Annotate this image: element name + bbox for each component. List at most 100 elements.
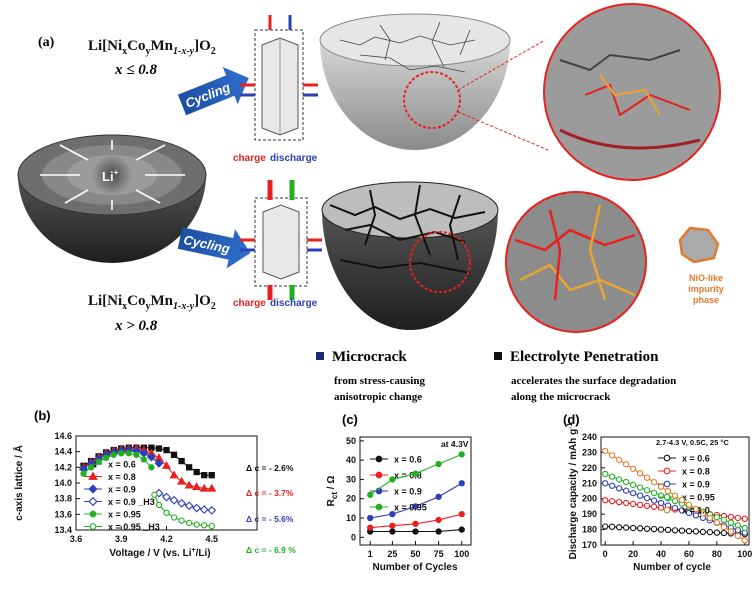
marker [616,498,623,506]
marker [193,468,200,476]
unit-cell [240,15,318,141]
li-label: Li+ [102,168,119,184]
note-text: along the microcrack [511,391,611,403]
legend-label: x = 0.9 [682,480,710,490]
marker [678,527,686,534]
marker [685,509,693,517]
marker [650,489,658,497]
marker [177,498,186,508]
marker [727,528,734,535]
marker [154,488,164,498]
discharge-label: discharge [270,298,318,309]
charge-label: charge [233,298,266,309]
y-tick-label: 13.6 [54,509,72,519]
unit-cell [240,180,322,300]
x-axis-label: Voltage / V (vs. Li+/Li) [109,547,210,559]
marker [458,526,465,533]
y-tick-label: 13.8 [54,494,72,504]
marker [622,461,630,468]
marker [692,505,700,513]
x-tick-label: 60 [684,549,694,559]
marker [616,456,623,463]
legend-label: x = 0.6 [108,460,136,470]
marker [389,528,396,535]
marker [636,470,644,477]
y-tick-label: 220 [582,463,597,473]
marker [657,526,665,533]
marker [458,510,465,518]
marker [110,451,117,458]
marker [616,476,623,483]
discharge-label: discharge [270,153,318,164]
marker [435,528,442,535]
marker [88,471,98,480]
note-text: anisotropic change [334,391,422,403]
annotation: at 4.3V [441,439,469,449]
marker [602,470,609,478]
y-tick-label: 14.6 [54,431,72,441]
marker [734,522,741,529]
legend-label: x = 0.95 [108,510,141,520]
marker [609,473,616,480]
low-ni-particle [319,3,721,181]
marker [629,465,637,472]
x-tick-label: 100 [454,549,469,559]
panel-label: (c) [342,412,358,427]
bullet [316,352,324,360]
marker [622,478,630,486]
marker [367,514,374,522]
y-tick-label: 210 [582,478,597,488]
marker [140,456,148,463]
marker [671,492,679,499]
marker [671,497,679,505]
marker [692,512,700,519]
marker [663,493,671,501]
marker [201,522,208,529]
marker [685,527,693,535]
panel-label: (a) [38,35,55,50]
x-tick-label: 4.5 [205,534,218,544]
marker [664,488,672,495]
marker [375,503,383,511]
marker [643,502,651,509]
marker [663,454,671,462]
marker [161,461,172,469]
marker [88,496,98,507]
marker [412,528,419,535]
marker [163,509,170,516]
marker [367,491,374,499]
legend-label: x = 0.6 [682,454,710,464]
marker [80,470,87,477]
marker [602,523,609,530]
marker [636,484,644,491]
marker [636,525,644,532]
marker [103,454,110,462]
marker [685,501,693,508]
marker [713,514,721,521]
marker [435,460,442,468]
impurity-label: impurity [688,284,724,294]
marker [650,525,658,533]
marker [389,510,396,518]
marker [375,455,383,463]
marker [734,532,741,540]
y-axis-label: Discharge capacity / mAh g-1 [567,422,579,559]
marker [154,459,164,468]
marker [699,528,707,536]
marker [169,470,179,479]
marker [412,503,419,510]
marker [602,480,609,487]
impurity-label: NiO-like [689,273,723,283]
marker [435,493,442,500]
marker [125,450,132,457]
marker [663,467,671,475]
legend-label: x = 0.95 [394,503,427,513]
marker [458,480,465,487]
y-tick-label: 190 [582,509,597,519]
marker [89,523,97,530]
high-ni-particle [321,181,720,333]
marker [207,506,217,515]
y-tick-label: 240 [582,432,597,442]
y-tick-label: 180 [582,525,597,535]
